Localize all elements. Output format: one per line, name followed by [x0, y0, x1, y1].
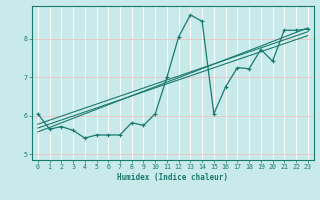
X-axis label: Humidex (Indice chaleur): Humidex (Indice chaleur): [117, 173, 228, 182]
